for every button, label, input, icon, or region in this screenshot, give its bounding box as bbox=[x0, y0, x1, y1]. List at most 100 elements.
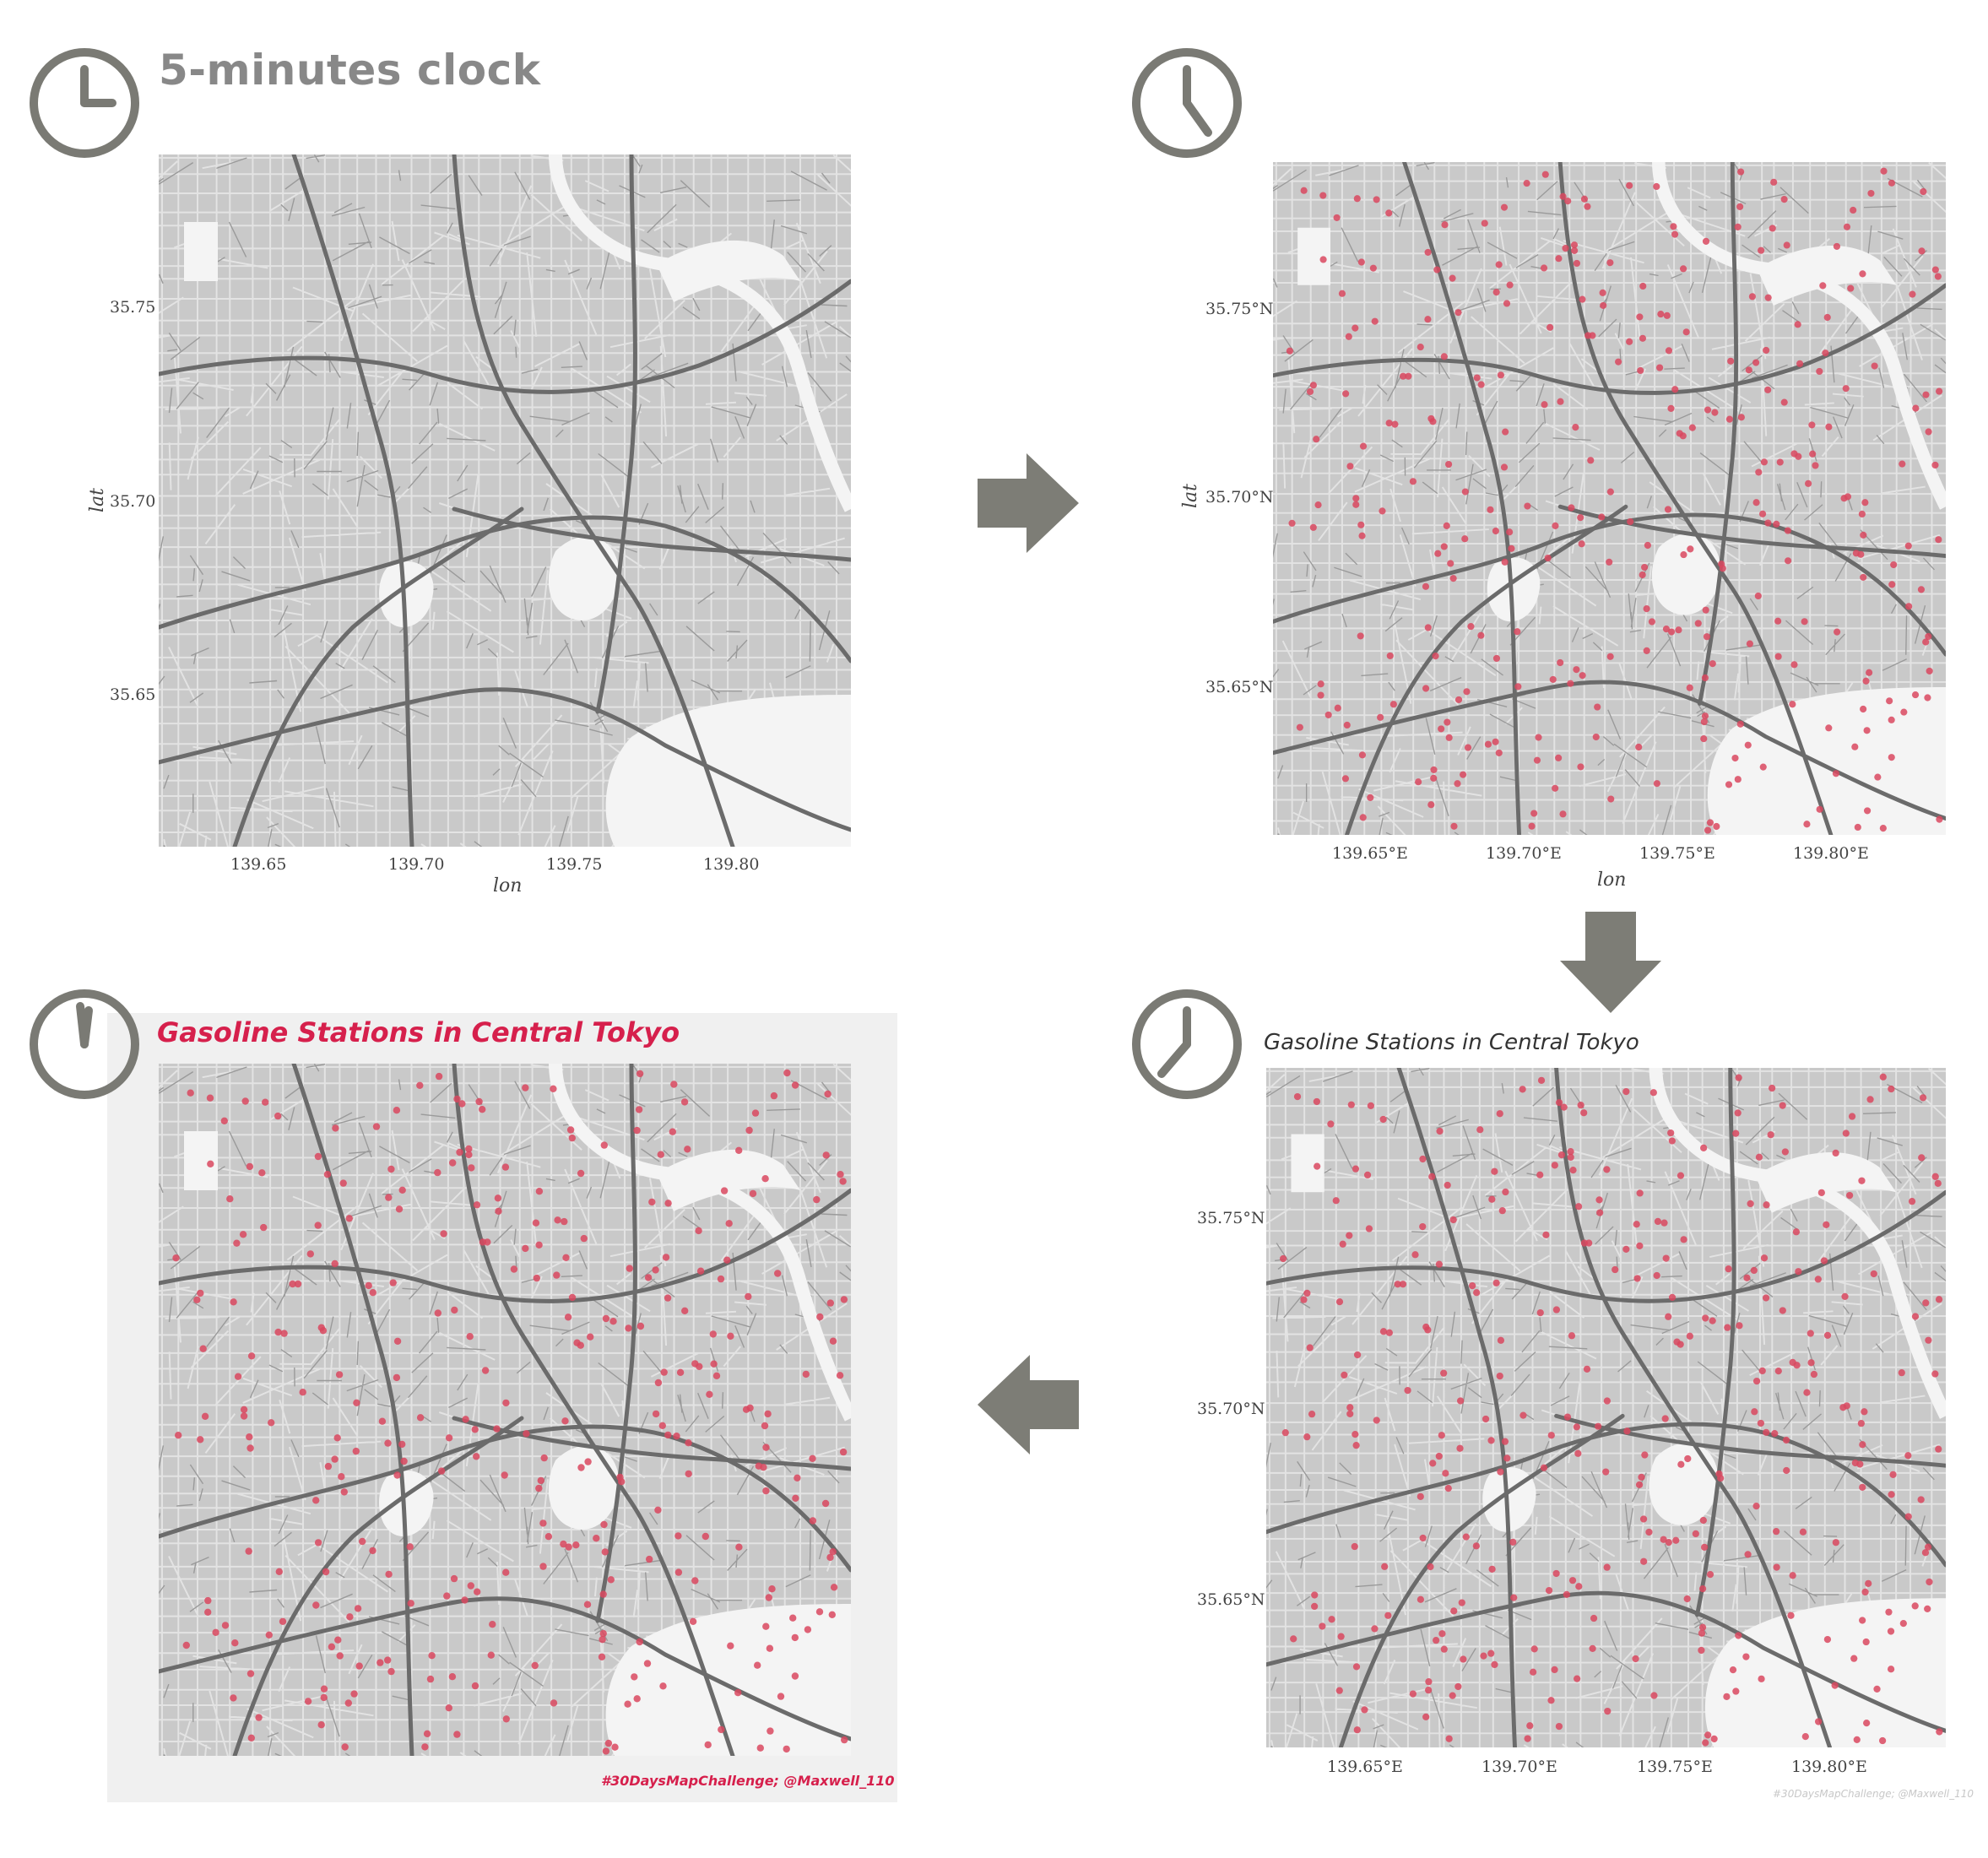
gas-station-dot bbox=[1379, 507, 1386, 515]
gas-station-dot bbox=[1555, 754, 1563, 761]
gas-station-dot bbox=[1911, 691, 1920, 699]
gas-station-dot bbox=[676, 1368, 685, 1376]
gas-station-dot bbox=[766, 1727, 774, 1735]
gas-station-dot bbox=[633, 1126, 641, 1135]
gas-station-dot bbox=[1762, 1294, 1770, 1302]
gas-station-dot bbox=[710, 1360, 718, 1368]
gas-station-dot bbox=[1425, 1678, 1433, 1686]
gas-station-dot bbox=[197, 1436, 204, 1444]
gas-station-dot bbox=[1503, 1454, 1511, 1462]
gas-station-dot bbox=[657, 1151, 664, 1158]
gas-station-dot bbox=[813, 1195, 821, 1204]
gas-station-dot bbox=[601, 1548, 609, 1556]
gas-station-dot bbox=[1702, 1314, 1709, 1322]
gas-station-dot bbox=[182, 1641, 190, 1649]
gas-station-dot bbox=[1911, 1602, 1919, 1610]
gas-station-dot bbox=[262, 1098, 269, 1106]
gas-station-dot bbox=[1567, 680, 1574, 687]
gas-station-dot bbox=[462, 1416, 469, 1423]
gas-station-dot bbox=[1904, 542, 1912, 550]
lat-tick: 35.65°N bbox=[1205, 678, 1274, 696]
gas-station-dot bbox=[1653, 1271, 1660, 1280]
gas-station-dot bbox=[1779, 1102, 1786, 1109]
lat-tick: 35.75°N bbox=[1197, 1209, 1265, 1227]
clock-icon-step3 bbox=[1130, 988, 1243, 1101]
gas-station-dot bbox=[1686, 1332, 1693, 1340]
gas-station-dot bbox=[691, 1577, 699, 1584]
gas-station-dot bbox=[1607, 795, 1615, 803]
gas-station-dot bbox=[1764, 386, 1772, 393]
gas-station-dot bbox=[1603, 1397, 1611, 1405]
gas-station-dot bbox=[1692, 1530, 1699, 1538]
gas-station-dot bbox=[1917, 1496, 1925, 1503]
gas-station-dot bbox=[1450, 1607, 1458, 1615]
gas-station-dot bbox=[1303, 1289, 1311, 1297]
gas-station-dot bbox=[1405, 372, 1412, 380]
gas-station-dot bbox=[1454, 309, 1462, 317]
road-map-4 bbox=[159, 1064, 851, 1756]
gas-station-dot bbox=[1409, 1690, 1417, 1698]
gas-station-dot bbox=[1663, 311, 1671, 319]
gas-station-dot bbox=[1342, 390, 1350, 398]
gas-station-dot bbox=[1606, 653, 1614, 660]
gas-station-dot bbox=[1861, 1588, 1869, 1596]
gas-station-dot bbox=[1653, 780, 1660, 788]
gas-station-dot bbox=[1544, 554, 1552, 562]
gas-station-dot bbox=[1551, 1666, 1558, 1674]
gas-station-dot bbox=[1757, 1419, 1765, 1427]
gas-station-dot bbox=[1361, 1706, 1368, 1714]
gas-station-dot bbox=[1699, 1516, 1707, 1525]
gas-station-dot bbox=[1319, 1622, 1326, 1630]
gas-station-dot bbox=[1352, 1165, 1360, 1173]
gas-station-dot bbox=[385, 1570, 393, 1579]
gas-station-dot bbox=[1441, 221, 1449, 229]
gas-station-dot bbox=[652, 1266, 659, 1274]
gas-station-dot bbox=[720, 1187, 729, 1194]
gas-station-dot bbox=[320, 1693, 328, 1702]
gas-station-dot bbox=[1510, 1594, 1518, 1601]
gas-station-dot bbox=[1709, 1317, 1716, 1324]
road-map-1 bbox=[159, 154, 851, 847]
gas-station-dot bbox=[421, 1743, 429, 1751]
gas-station-dot bbox=[1921, 1549, 1930, 1557]
gas-station-dot bbox=[681, 1307, 689, 1314]
gas-station-dot bbox=[644, 1274, 653, 1281]
gas-station-dot bbox=[1780, 196, 1788, 203]
gas-station-dot bbox=[1540, 264, 1548, 272]
gas-station-dot bbox=[1825, 724, 1833, 732]
gas-station-dot bbox=[829, 1337, 837, 1345]
gas-station-dot bbox=[306, 1250, 314, 1258]
gas-station-dot bbox=[1480, 1652, 1487, 1660]
gas-station-dot bbox=[1506, 528, 1514, 536]
road-map-2 bbox=[1273, 162, 1946, 835]
gas-station-dot bbox=[550, 1085, 557, 1092]
gas-station-dot bbox=[1464, 744, 1472, 751]
gas-station-dot bbox=[553, 1271, 561, 1279]
gas-station-dot bbox=[1433, 1637, 1440, 1644]
gas-station-dot bbox=[416, 1081, 424, 1089]
gas-station-dot bbox=[1424, 1687, 1433, 1694]
gas-station-dot bbox=[346, 1613, 354, 1621]
gas-station-dot bbox=[1526, 1722, 1534, 1730]
gas-station-dot bbox=[1547, 1432, 1555, 1439]
gas-station-dot bbox=[1790, 661, 1798, 669]
gas-station-dot bbox=[1857, 550, 1865, 558]
gas-station-dot bbox=[1523, 179, 1530, 187]
gas-station-dot bbox=[1442, 1470, 1449, 1477]
gas-station-dot bbox=[1859, 270, 1866, 278]
arrow-left-icon bbox=[978, 1355, 1079, 1458]
gas-station-dot bbox=[745, 1292, 752, 1301]
gas-station-dot bbox=[1904, 1513, 1912, 1520]
gas-station-dot bbox=[445, 1704, 452, 1712]
gas-station-dot bbox=[624, 1700, 631, 1708]
gas-station-dot bbox=[495, 1207, 502, 1215]
gas-station-dot bbox=[1796, 360, 1804, 367]
gas-station-dot bbox=[1675, 626, 1682, 634]
gas-station-dot bbox=[1445, 734, 1453, 741]
gas-station-dot bbox=[372, 1123, 381, 1130]
gas-station-dot bbox=[764, 1410, 772, 1418]
gas-station-dot bbox=[1665, 1313, 1672, 1320]
gas-station-dot bbox=[1524, 502, 1531, 510]
gas-station-dot bbox=[1822, 349, 1829, 357]
gas-station-dot bbox=[335, 1371, 344, 1379]
